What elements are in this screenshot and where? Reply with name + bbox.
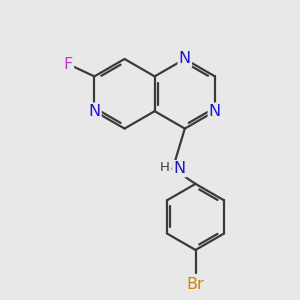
Text: N: N xyxy=(179,52,191,67)
Text: H: H xyxy=(160,161,170,174)
Text: N: N xyxy=(88,104,100,119)
Text: N: N xyxy=(209,104,221,119)
Text: N: N xyxy=(173,161,185,176)
Text: Br: Br xyxy=(187,277,204,292)
Text: F: F xyxy=(64,57,73,72)
